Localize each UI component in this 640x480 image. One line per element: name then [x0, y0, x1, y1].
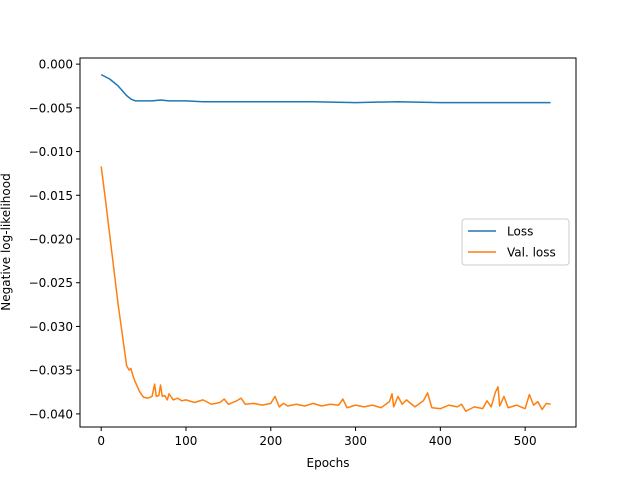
legend: Loss Val. loss	[461, 218, 570, 266]
y-tick-label: −0.005	[29, 101, 73, 115]
y-tick-label: −0.035	[29, 364, 73, 378]
x-tick-label: 500	[514, 434, 537, 448]
y-tick-label: −0.010	[29, 145, 73, 159]
x-tick-label: 400	[429, 434, 452, 448]
x-tick-label: 100	[175, 434, 198, 448]
x-tick-label: 300	[344, 434, 367, 448]
series-line-loss	[100, 73, 551, 104]
legend-label-loss: Loss	[507, 225, 533, 239]
x-axis-label: Epochs	[307, 456, 350, 470]
x-axis: 0 100 200 300 400 500	[97, 427, 537, 448]
y-tick-label: −0.040	[29, 407, 73, 421]
y-tick-label: −0.015	[29, 189, 73, 203]
y-tick-label: 0.000	[39, 58, 73, 72]
legend-label-val-loss: Val. loss	[507, 246, 556, 260]
y-axis-label: Negative log-likelihood	[0, 173, 13, 310]
series-line-val-loss	[100, 166, 551, 413]
x-tick-label: 200	[259, 434, 282, 448]
y-axis: 0.000 −0.005 −0.010 −0.015 −0.020 −0.025 −0.03…	[29, 58, 80, 421]
y-tick-label: −0.030	[29, 320, 73, 334]
series-layer	[100, 73, 551, 413]
y-tick-label: −0.020	[29, 233, 73, 247]
y-tick-label: −0.025	[29, 276, 73, 290]
x-tick-label: 0	[97, 434, 105, 448]
plot-frame	[79, 57, 577, 428]
